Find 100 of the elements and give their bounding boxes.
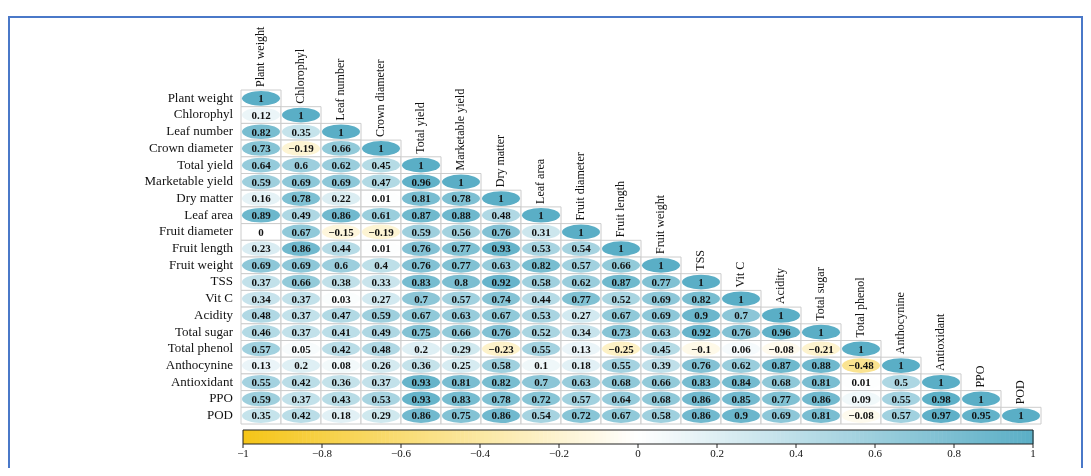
data-label: 0.57 (451, 292, 472, 305)
data-label: 0.48 (371, 342, 392, 355)
data-label: 0.86 (691, 409, 712, 422)
x-tick-label: Acidity (773, 268, 788, 305)
color-bar-label: −0.2 (549, 447, 569, 460)
data-label: 0.6 (294, 158, 309, 171)
data-label: 0.27 (371, 292, 392, 305)
data-label: 0.67 (411, 309, 432, 322)
data-label: 1 (538, 209, 544, 222)
data-label: 0.63 (491, 259, 512, 272)
data-label: 0.7 (534, 376, 549, 389)
x-tick-label: Total yield (413, 102, 428, 154)
color-bar-label: 0 (635, 447, 642, 460)
data-label: 0.18 (331, 409, 352, 422)
data-label: 0.33 (371, 275, 392, 288)
data-label: 0.12 (251, 108, 272, 121)
data-label: 0.58 (491, 359, 512, 372)
data-label: 0.01 (851, 376, 871, 389)
data-label: 0.52 (611, 292, 632, 305)
data-label: −0.08 (848, 409, 875, 422)
data-label: 0.01 (371, 192, 391, 205)
data-label: −0.08 (768, 342, 795, 355)
data-label: 0.96 (771, 325, 792, 338)
data-label: 1 (898, 359, 904, 372)
data-label: 0.53 (371, 392, 392, 405)
color-bar-label: 0.8 (947, 447, 962, 460)
data-label: 0.36 (331, 376, 352, 389)
data-label: 0.75 (411, 325, 432, 338)
data-label: 0.68 (651, 392, 672, 405)
x-tick-label: Fruit weight (653, 194, 668, 254)
data-label: 0.6 (334, 259, 349, 272)
data-label: 0.77 (571, 292, 592, 305)
data-label: 0.78 (491, 392, 512, 405)
data-label: 0.5 (894, 376, 909, 389)
color-bar-label: −0.6 (391, 447, 412, 460)
data-label: 0.82 (491, 376, 512, 389)
data-label: 0.68 (771, 376, 792, 389)
data-label: −0.23 (488, 342, 515, 355)
data-label: −0.21 (808, 342, 834, 355)
data-label: 0.44 (331, 242, 352, 255)
data-label: 0.74 (491, 292, 512, 305)
data-label: 0.76 (691, 359, 712, 372)
data-label: 1 (778, 309, 784, 322)
data-label: 0.39 (651, 359, 672, 372)
y-tick-label: POD (206, 407, 233, 423)
data-label: 0.81 (811, 409, 831, 422)
data-label: 0.8 (454, 275, 469, 288)
data-label: 1 (698, 275, 704, 288)
data-label: 0.55 (251, 376, 272, 389)
data-label: −0.19 (368, 225, 395, 238)
data-label: 0.66 (291, 275, 312, 288)
data-label: 0.16 (251, 192, 272, 205)
data-label: 0.37 (291, 392, 312, 405)
data-label: 0.34 (571, 325, 592, 338)
data-label: 0.95 (971, 409, 992, 422)
data-label: 0.69 (291, 259, 312, 272)
data-label: 0.64 (611, 392, 632, 405)
data-label: 0.59 (251, 392, 272, 405)
data-label: 0.93 (491, 242, 512, 255)
data-label: 0.55 (531, 342, 552, 355)
data-label: 0.59 (411, 225, 432, 238)
color-bar-label: 0.2 (710, 447, 724, 460)
data-label: 0.66 (331, 142, 352, 155)
data-label: 0.57 (571, 392, 592, 405)
data-label: 0.69 (771, 409, 792, 422)
color-bar-label: −0.8 (312, 447, 333, 460)
data-label: −0.25 (608, 342, 635, 355)
data-label: 0.29 (371, 409, 392, 422)
data-label: 0.75 (451, 409, 472, 422)
data-label: 0.84 (731, 376, 752, 389)
data-label: 0.69 (651, 309, 672, 322)
data-label: 0.62 (571, 275, 592, 288)
data-label: 0.82 (531, 259, 552, 272)
data-label: 0.45 (371, 158, 392, 171)
data-label: 0.77 (451, 259, 472, 272)
data-label: 0.13 (571, 342, 592, 355)
color-bar-label: −0.4 (470, 447, 491, 460)
data-label: 0.44 (531, 292, 552, 305)
data-label: 0.54 (531, 409, 552, 422)
data-label: 0.76 (411, 242, 432, 255)
data-label: 0.06 (731, 342, 752, 355)
data-label: 1 (498, 192, 504, 205)
data-label: 1 (938, 376, 944, 389)
data-label: 0.78 (451, 192, 472, 205)
data-label: −0.19 (288, 142, 315, 155)
data-label: 0.35 (291, 125, 312, 138)
data-label: 0.73 (251, 142, 272, 155)
data-label: 0.67 (611, 409, 632, 422)
data-label: −0.15 (328, 225, 355, 238)
data-label: 0.36 (411, 359, 432, 372)
data-label: 0.76 (731, 325, 752, 338)
data-label: 0.73 (611, 325, 632, 338)
data-label: 0.53 (531, 242, 552, 255)
data-label: 0.83 (411, 275, 432, 288)
data-label: 0.26 (371, 359, 392, 372)
data-label: 0.38 (331, 275, 352, 288)
data-label: −0.48 (848, 359, 875, 372)
data-label: 0.86 (411, 409, 432, 422)
data-label: 0.64 (251, 158, 272, 171)
data-label: 0.2 (294, 359, 309, 372)
